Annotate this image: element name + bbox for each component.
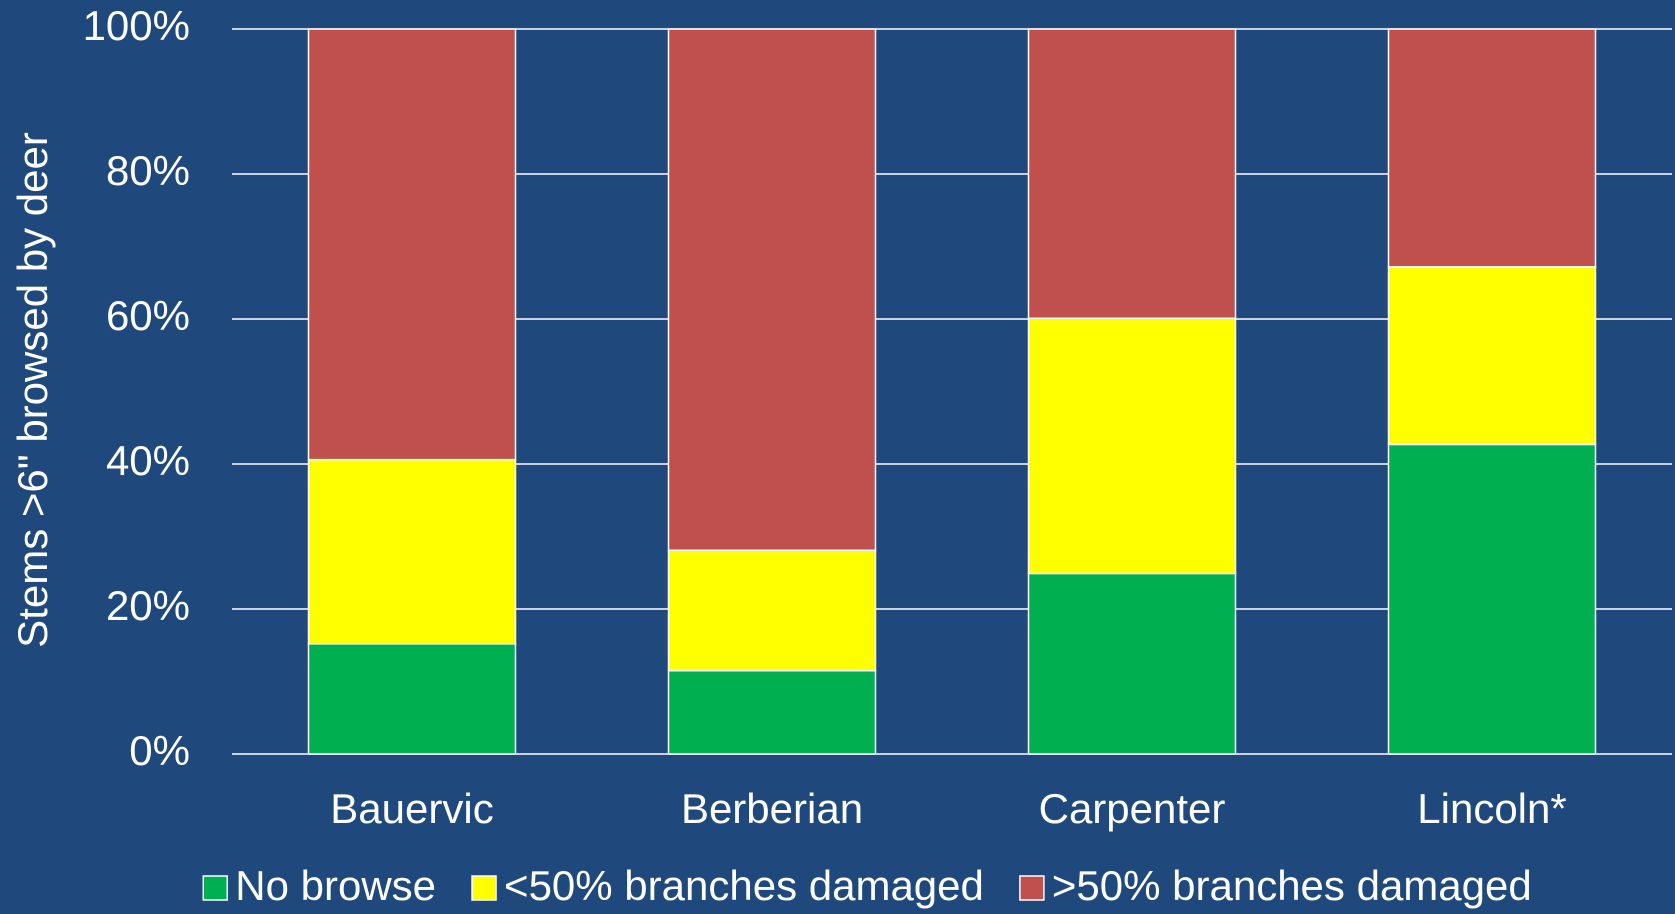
y-tick-label: 60% (106, 292, 190, 339)
legend-label: <50% branches damaged (504, 862, 984, 909)
bar-segment (667, 549, 877, 672)
bar-segment (1387, 443, 1597, 755)
bar-segment (1027, 317, 1237, 575)
legend-swatch (471, 875, 497, 901)
y-tick-label: 100% (83, 2, 190, 49)
legend-label: No browse (235, 862, 436, 909)
legend-swatch (1019, 875, 1045, 901)
bar-segment (1387, 28, 1597, 268)
x-tick-label: Berberian (681, 785, 863, 832)
y-tick-label: 20% (106, 582, 190, 629)
bar-segment (667, 669, 877, 755)
bar-segment (1027, 572, 1237, 755)
legend-label: >50% branches damaged (1052, 862, 1532, 909)
y-tick-label: 0% (129, 727, 190, 774)
x-tick-label: Carpenter (1039, 785, 1226, 832)
bar-segment (307, 643, 517, 755)
bar-segment (667, 28, 877, 552)
bar-segment (1387, 266, 1597, 446)
bar-segment (307, 458, 517, 645)
bar-segment (307, 28, 517, 461)
y-axis-label: Stems >6" browsed by deer (9, 132, 56, 648)
legend: No browse <50% branches damaged >50% branc… (202, 862, 1532, 909)
y-tick-label: 80% (106, 147, 190, 194)
x-tick-label: Lincoln* (1417, 785, 1566, 832)
x-tick-label: Bauervic (330, 785, 493, 832)
bar-segment (1027, 28, 1237, 320)
y-tick-label: 40% (106, 437, 190, 484)
legend-swatch (202, 875, 229, 901)
